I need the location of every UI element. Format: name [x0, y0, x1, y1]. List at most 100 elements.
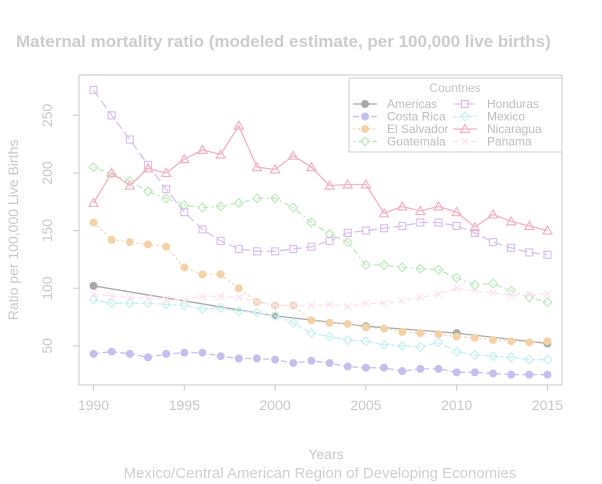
data-point-guatemala [433, 264, 444, 275]
data-point-guatemala [542, 296, 553, 308]
data-point-honduras [271, 247, 280, 256]
data-point-costa-rica [289, 359, 298, 368]
legend-label: Panama [487, 135, 532, 149]
x-tick-label: 2000 [260, 397, 291, 413]
data-point-nicaragua [487, 208, 499, 219]
data-point-nicaragua [414, 205, 426, 216]
data-point-costa-rica [543, 370, 552, 379]
data-point-costa-rica [380, 363, 389, 372]
data-point-panama [180, 295, 189, 304]
y-tick-label: 200 [39, 161, 55, 185]
data-point-el-salvador [380, 324, 389, 333]
data-point-el-salvador [325, 318, 334, 327]
data-point-costa-rica [361, 363, 370, 372]
series-costa-rica [89, 347, 552, 379]
data-point-el-salvador [489, 336, 497, 345]
data-point-guatemala [397, 262, 408, 273]
data-point-guatemala [487, 278, 499, 289]
legend-swatch-marker [359, 136, 371, 147]
legend-item-americas: Americas [353, 97, 437, 111]
data-point-honduras [507, 243, 516, 252]
data-point-costa-rica [107, 347, 116, 356]
data-point-nicaragua [178, 153, 190, 164]
data-point-panama [271, 301, 280, 310]
data-point-nicaragua [324, 179, 336, 190]
data-point-panama [380, 299, 388, 308]
data-point-el-salvador [125, 238, 134, 247]
data-point-honduras [379, 224, 389, 233]
data-point-honduras [89, 85, 98, 95]
plot-frame [78, 74, 563, 386]
data-point-honduras [343, 228, 352, 237]
data-point-honduras [107, 111, 116, 120]
data-point-nicaragua [505, 215, 517, 226]
data-point-nicaragua [360, 178, 372, 189]
data-point-panama [489, 288, 497, 297]
series-honduras [89, 85, 552, 259]
x-axis-label: Years [308, 446, 343, 462]
data-point-guatemala [251, 193, 263, 204]
data-point-guatemala [306, 217, 317, 228]
data-point-honduras [416, 218, 425, 227]
data-point-el-salvador [234, 284, 243, 293]
data-point-panama [325, 300, 334, 309]
data-point-el-salvador [434, 330, 443, 339]
data-point-guatemala [179, 200, 190, 211]
data-point-costa-rica [525, 370, 534, 379]
data-point-honduras [434, 218, 443, 227]
data-point-honduras [398, 221, 407, 231]
data-point-honduras [125, 135, 134, 144]
data-point-honduras [216, 236, 225, 246]
chart-title: Maternal mortality ratio (modeled estima… [16, 32, 551, 51]
data-point-nicaragua [396, 200, 408, 211]
data-point-mexico [288, 317, 299, 328]
data-point-nicaragua [233, 119, 245, 130]
data-point-mexico [469, 349, 480, 361]
data-point-mexico [542, 354, 553, 365]
data-point-el-salvador [144, 240, 152, 249]
data-point-costa-rica [489, 369, 497, 378]
data-point-nicaragua [451, 206, 463, 217]
series-line-panama [93, 287, 548, 308]
data-point-guatemala [342, 236, 353, 248]
legend-label: Honduras [487, 97, 539, 111]
y-tick-label: 50 [39, 338, 55, 354]
data-point-honduras [361, 226, 370, 235]
data-point-costa-rica [125, 349, 134, 358]
data-point-el-salvador [162, 242, 171, 251]
data-point-mexico [524, 354, 535, 365]
data-point-panama [507, 291, 516, 300]
data-point-costa-rica [452, 368, 461, 377]
data-point-costa-rica [89, 349, 98, 358]
series-americas [89, 281, 552, 348]
data-point-nicaragua [305, 161, 317, 172]
data-point-panama [107, 292, 116, 301]
data-point-el-salvador [307, 316, 316, 325]
data-point-panama [198, 292, 207, 301]
data-point-panama [234, 293, 243, 302]
chart-subtitle: Mexico/Central American Region of Develo… [124, 465, 517, 482]
data-point-el-salvador [180, 263, 189, 272]
data-point-costa-rica [416, 364, 425, 373]
data-point-costa-rica [216, 352, 225, 361]
data-point-panama [398, 296, 407, 305]
data-point-nicaragua [269, 163, 281, 174]
legend-swatch-marker [460, 99, 470, 109]
data-point-honduras [307, 242, 316, 251]
data-point-panama [525, 291, 534, 300]
data-point-nicaragua [523, 220, 535, 231]
data-point-costa-rica [271, 355, 280, 364]
data-point-mexico [487, 351, 499, 362]
series-nicaragua [88, 119, 553, 235]
data-point-el-salvador [525, 338, 534, 347]
data-point-honduras [488, 238, 498, 247]
series-mexico [88, 294, 553, 365]
data-point-el-salvador [416, 329, 425, 338]
data-point-honduras [252, 247, 262, 256]
data-point-el-salvador [398, 327, 407, 336]
data-point-panama [361, 299, 370, 308]
data-point-panama [162, 295, 171, 304]
data-point-costa-rica [144, 353, 152, 362]
